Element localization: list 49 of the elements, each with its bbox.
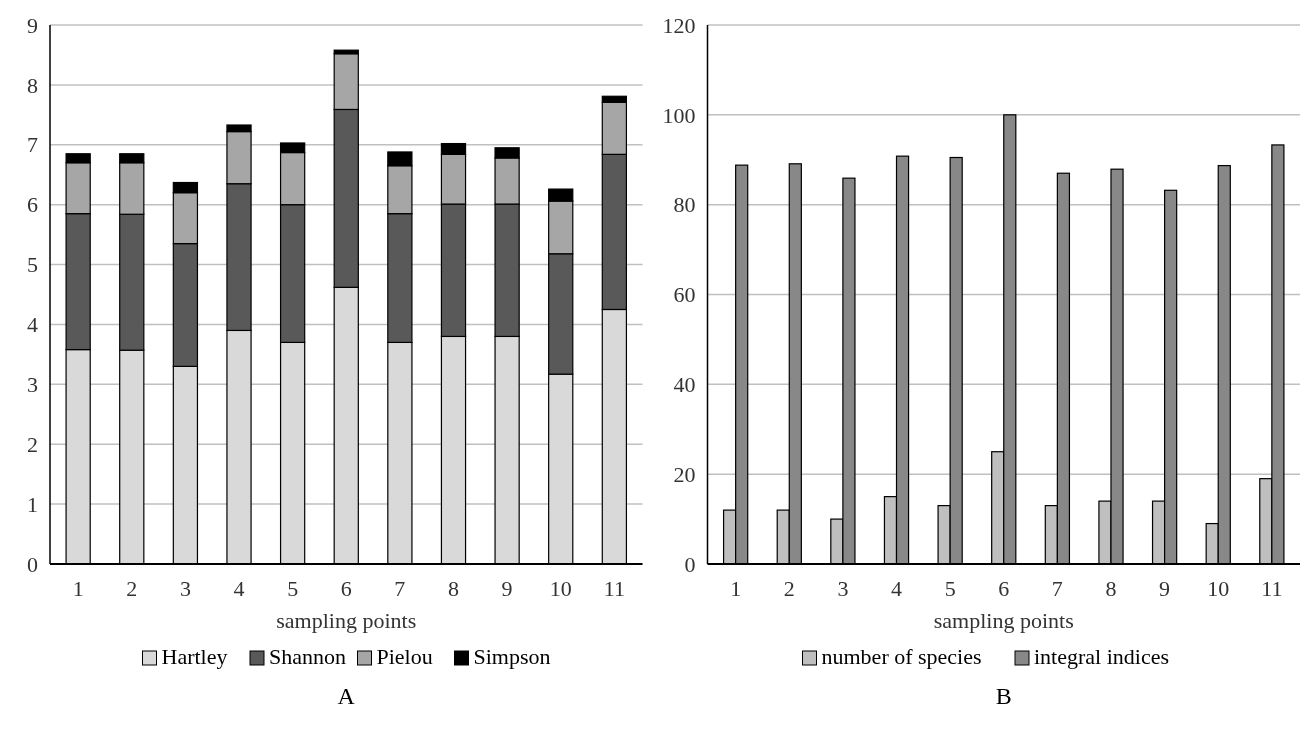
legend-label: Simpson — [473, 644, 551, 669]
x-tick-label: 3 — [837, 576, 849, 601]
y-tick-label: 1 — [27, 491, 38, 517]
text: B — [995, 683, 1012, 709]
y-tick-label: 2 — [27, 431, 38, 457]
x-tick-label: 5 — [944, 576, 956, 601]
legend-label: number of species — [821, 644, 982, 669]
legend-label: Shannon — [269, 644, 346, 669]
y-tick-label: 60 — [673, 282, 696, 308]
x-tick-label: 5 — [287, 576, 299, 601]
x-tick-label: 11 — [1261, 576, 1283, 601]
y-tick-label: 0 — [27, 551, 38, 577]
y-tick-label: 120 — [662, 12, 696, 38]
x-tick-label: 8 — [1105, 576, 1117, 601]
y-tick-label: 0 — [684, 551, 696, 577]
x-tick-label: 7 — [394, 576, 406, 601]
y-tick-label: 7 — [27, 132, 38, 158]
x-tick-label: 7 — [1051, 576, 1063, 601]
x-tick-label: 10 — [1207, 576, 1230, 601]
y-tick-label: 6 — [27, 192, 38, 218]
x-tick-label: 6 — [340, 576, 352, 601]
x-axis-title: sampling points — [276, 608, 417, 633]
y-tick-label: 9 — [27, 12, 38, 38]
y-tick-label: 4 — [27, 312, 38, 338]
y-tick-label: 40 — [673, 372, 696, 398]
x-tick-label: 9 — [501, 576, 513, 601]
x-tick-label: 1 — [730, 576, 742, 601]
x-tick-label: 2 — [126, 576, 138, 601]
y-tick-label: 8 — [27, 72, 38, 98]
x-tick-label: 9 — [1159, 576, 1171, 601]
x-tick-label: 4 — [233, 576, 245, 601]
y-tick-label: 3 — [27, 372, 38, 398]
y-tick-label: 80 — [673, 192, 696, 218]
x-tick-label: 4 — [891, 576, 903, 601]
x-tick-label: 8 — [447, 576, 459, 601]
y-tick-label: 5 — [27, 252, 38, 278]
x-tick-label: 6 — [998, 576, 1010, 601]
x-tick-label: 2 — [783, 576, 795, 601]
y-tick-label: 20 — [673, 461, 696, 487]
x-axis-title: sampling points — [933, 608, 1074, 633]
legend-label: integral indices — [1034, 644, 1170, 669]
x-tick-label: 11 — [603, 576, 625, 601]
x-tick-label: 10 — [549, 576, 572, 601]
y-tick-label: 100 — [662, 102, 696, 128]
legend-label: Hartley — [161, 644, 228, 669]
x-tick-label: 3 — [179, 576, 191, 601]
legend-label: Pielou — [376, 644, 433, 669]
x-tick-label: 1 — [72, 576, 84, 601]
text: A — [337, 683, 356, 709]
